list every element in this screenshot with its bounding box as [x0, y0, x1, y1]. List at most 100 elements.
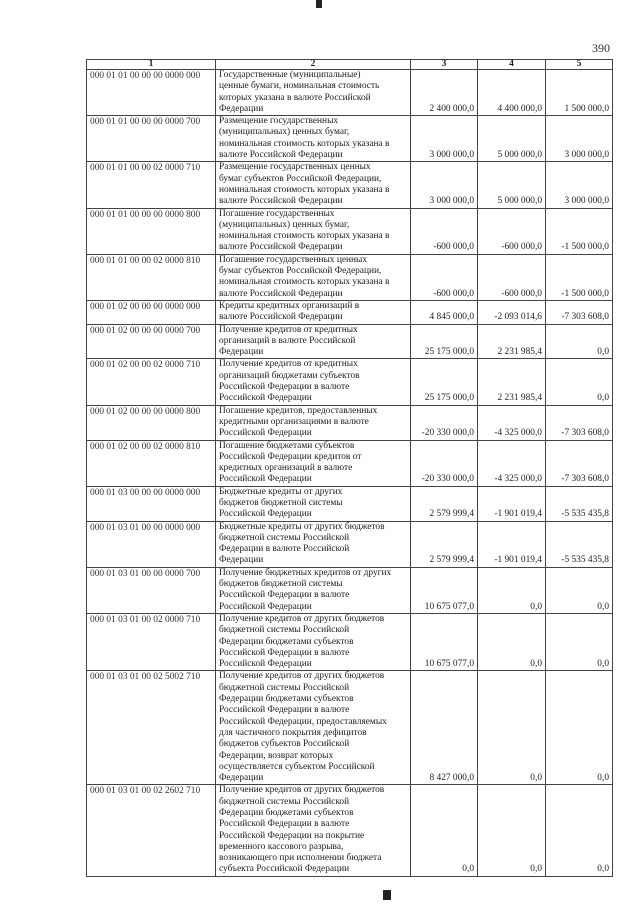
value-col3-cell: 3 000 000,0: [410, 115, 478, 163]
description-cell: Кредиты кредитных организаций в валюте Р…: [215, 299, 411, 325]
budget-code-cell: 000 01 02 00 00 00 0000 700: [86, 323, 216, 360]
description-cell: Размещение государственных ценных бумаг …: [215, 161, 411, 209]
value-col5-cell: 0,0: [545, 784, 613, 877]
value-col5-cell: -1 500 000,0: [545, 253, 613, 301]
value-col5-cell: 0,0: [545, 566, 613, 614]
column-header: 3: [410, 59, 478, 70]
value-col3-cell: -600 000,0: [410, 253, 478, 301]
table-row: 000 01 01 00 00 02 0000 710 Размещение го…: [86, 161, 613, 209]
value-col5-cell: -7 303 608,0: [545, 404, 613, 441]
value-col4-cell: -1 901 019,4: [477, 520, 546, 568]
budget-code-cell: 000 01 03 01 00 00 0000 000: [86, 520, 216, 568]
value-col4-cell: 2 231 985,4: [477, 358, 546, 406]
value-col3-cell: 10 675 077,0: [410, 566, 478, 614]
value-col3-cell: -20 330 000,0: [410, 404, 478, 441]
value-col4-cell: -2 093 014,6: [477, 299, 546, 325]
table-row: 000 01 03 01 00 02 5002 710 Получение кре…: [86, 670, 613, 786]
table-row: 000 01 03 01 00 00 0000 700 Получение бюд…: [86, 566, 613, 614]
value-col5-cell: -1 500 000,0: [545, 207, 613, 255]
value-col5-cell: -5 535 435,8: [545, 485, 613, 522]
budget-code-cell: 000 01 02 00 00 02 0000 810: [86, 439, 216, 487]
description-cell: Получение кредитов от других бюджетов бю…: [215, 784, 411, 877]
table-row: 000 01 02 00 00 02 0000 810 Погашение бюд…: [86, 439, 613, 487]
column-header: 1: [86, 59, 216, 70]
value-col5-cell: 1 500 000,0: [545, 68, 613, 117]
value-col4-cell: -4 325 000,0: [477, 404, 546, 441]
description-cell: Погашение бюджетами субъектов Российской…: [215, 439, 411, 487]
column-number-row: 1 2 3 4 5: [86, 59, 613, 70]
value-col5-cell: -7 303 608,0: [545, 299, 613, 325]
table-row: 000 01 01 00 00 00 0000 000 Государственн…: [86, 68, 613, 117]
table-row: 000 01 03 00 00 00 0000 000 Бюджетные кре…: [86, 485, 613, 522]
sources-of-financing-table: 1 2 3 4 5 000 01 01 00 00 00 0000 000 Гос…: [86, 59, 613, 877]
value-col5-cell: -7 303 608,0: [545, 439, 613, 487]
scan-mark-bottom: [383, 890, 391, 900]
description-cell: Бюджетные кредиты от других бюджетов бюд…: [215, 520, 411, 568]
value-col4-cell: -4 325 000,0: [477, 439, 546, 487]
budget-code-cell: 000 01 01 00 00 02 0000 810: [86, 253, 216, 301]
value-col4-cell: 0,0: [477, 670, 546, 786]
value-col4-cell: 5 000 000,0: [477, 161, 546, 209]
budget-code-cell: 000 01 02 00 00 02 0000 710: [86, 358, 216, 406]
budget-code-cell: 000 01 03 01 00 00 0000 700: [86, 566, 216, 614]
page-number: 390: [592, 41, 610, 55]
budget-code-cell: 000 01 01 00 00 00 0000 700: [86, 115, 216, 163]
scan-mark-top: [316, 0, 322, 8]
table-row: 000 01 01 00 00 02 0000 810 Погашение гос…: [86, 253, 613, 301]
value-col4-cell: 0,0: [477, 784, 546, 877]
budget-code-cell: 000 01 03 00 00 00 0000 000: [86, 485, 216, 522]
description-cell: Получение кредитов от кредитных организа…: [215, 323, 411, 360]
budget-code-cell: 000 01 03 01 00 02 2602 710: [86, 784, 216, 877]
value-col5-cell: 0,0: [545, 358, 613, 406]
value-col4-cell: 0,0: [477, 566, 546, 614]
value-col4-cell: -1 901 019,4: [477, 485, 546, 522]
column-header: 4: [477, 59, 546, 70]
description-cell: Государственные (муниципальные) ценные б…: [215, 68, 411, 117]
description-cell: Получение кредитов от кредитных организа…: [215, 358, 411, 406]
description-cell: Получение бюджетных кредитов от других б…: [215, 566, 411, 614]
value-col3-cell: 2 579 999,4: [410, 485, 478, 522]
budget-code-cell: 000 01 02 00 00 00 0000 800: [86, 404, 216, 441]
budget-code-cell: 000 01 01 00 00 02 0000 710: [86, 161, 216, 209]
value-col5-cell: 3 000 000,0: [545, 115, 613, 163]
value-col4-cell: 5 000 000,0: [477, 115, 546, 163]
value-col4-cell: -600 000,0: [477, 253, 546, 301]
description-cell: Погашение государственных (муниципальных…: [215, 207, 411, 255]
budget-code-cell: 000 01 03 01 00 02 0000 710: [86, 612, 216, 672]
value-col5-cell: -5 535 435,8: [545, 520, 613, 568]
column-header: 5: [545, 59, 613, 70]
table-row: 000 01 01 00 00 00 0000 700 Размещение го…: [86, 115, 613, 163]
table-row: 000 01 01 00 00 00 0000 800 Погашение гос…: [86, 207, 613, 255]
value-col3-cell: 2 579 999,4: [410, 520, 478, 568]
value-col5-cell: 3 000 000,0: [545, 161, 613, 209]
value-col5-cell: 0,0: [545, 323, 613, 360]
table-row: 000 01 02 00 00 00 0000 800 Погашение кре…: [86, 404, 613, 441]
value-col3-cell: 4 845 000,0: [410, 299, 478, 325]
description-cell: Получение кредитов от других бюджетов бю…: [215, 612, 411, 672]
description-cell: Погашение государственных ценных бумаг с…: [215, 253, 411, 301]
value-col3-cell: -20 330 000,0: [410, 439, 478, 487]
value-col3-cell: -600 000,0: [410, 207, 478, 255]
value-col4-cell: 0,0: [477, 612, 546, 672]
value-col3-cell: 25 175 000,0: [410, 323, 478, 360]
column-header: 2: [215, 59, 411, 70]
budget-code-cell: 000 01 01 00 00 00 0000 800: [86, 207, 216, 255]
value-col5-cell: 0,0: [545, 670, 613, 786]
value-col5-cell: 0,0: [545, 612, 613, 672]
value-col4-cell: -600 000,0: [477, 207, 546, 255]
budget-code-cell: 000 01 03 01 00 02 5002 710: [86, 670, 216, 786]
table-row: 000 01 02 00 00 02 0000 710 Получение кре…: [86, 358, 613, 406]
description-cell: Бюджетные кредиты от других бюджетов бюд…: [215, 485, 411, 522]
description-cell: Погашение кредитов, предоставленных кред…: [215, 404, 411, 441]
value-col3-cell: 25 175 000,0: [410, 358, 478, 406]
description-cell: Размещение государственных (муниципальны…: [215, 115, 411, 163]
table-row: 000 01 03 01 00 00 0000 000 Бюджетные кре…: [86, 520, 613, 568]
value-col3-cell: 3 000 000,0: [410, 161, 478, 209]
table-row: 000 01 03 01 00 02 0000 710 Получение кре…: [86, 612, 613, 672]
value-col3-cell: 10 675 077,0: [410, 612, 478, 672]
value-col4-cell: 2 231 985,4: [477, 323, 546, 360]
table-row: 000 01 02 00 00 00 0000 000 Кредиты креди…: [86, 299, 613, 325]
value-col3-cell: 2 400 000,0: [410, 68, 478, 117]
value-col3-cell: 0,0: [410, 784, 478, 877]
table-row: 000 01 02 00 00 00 0000 700 Получение кре…: [86, 323, 613, 360]
